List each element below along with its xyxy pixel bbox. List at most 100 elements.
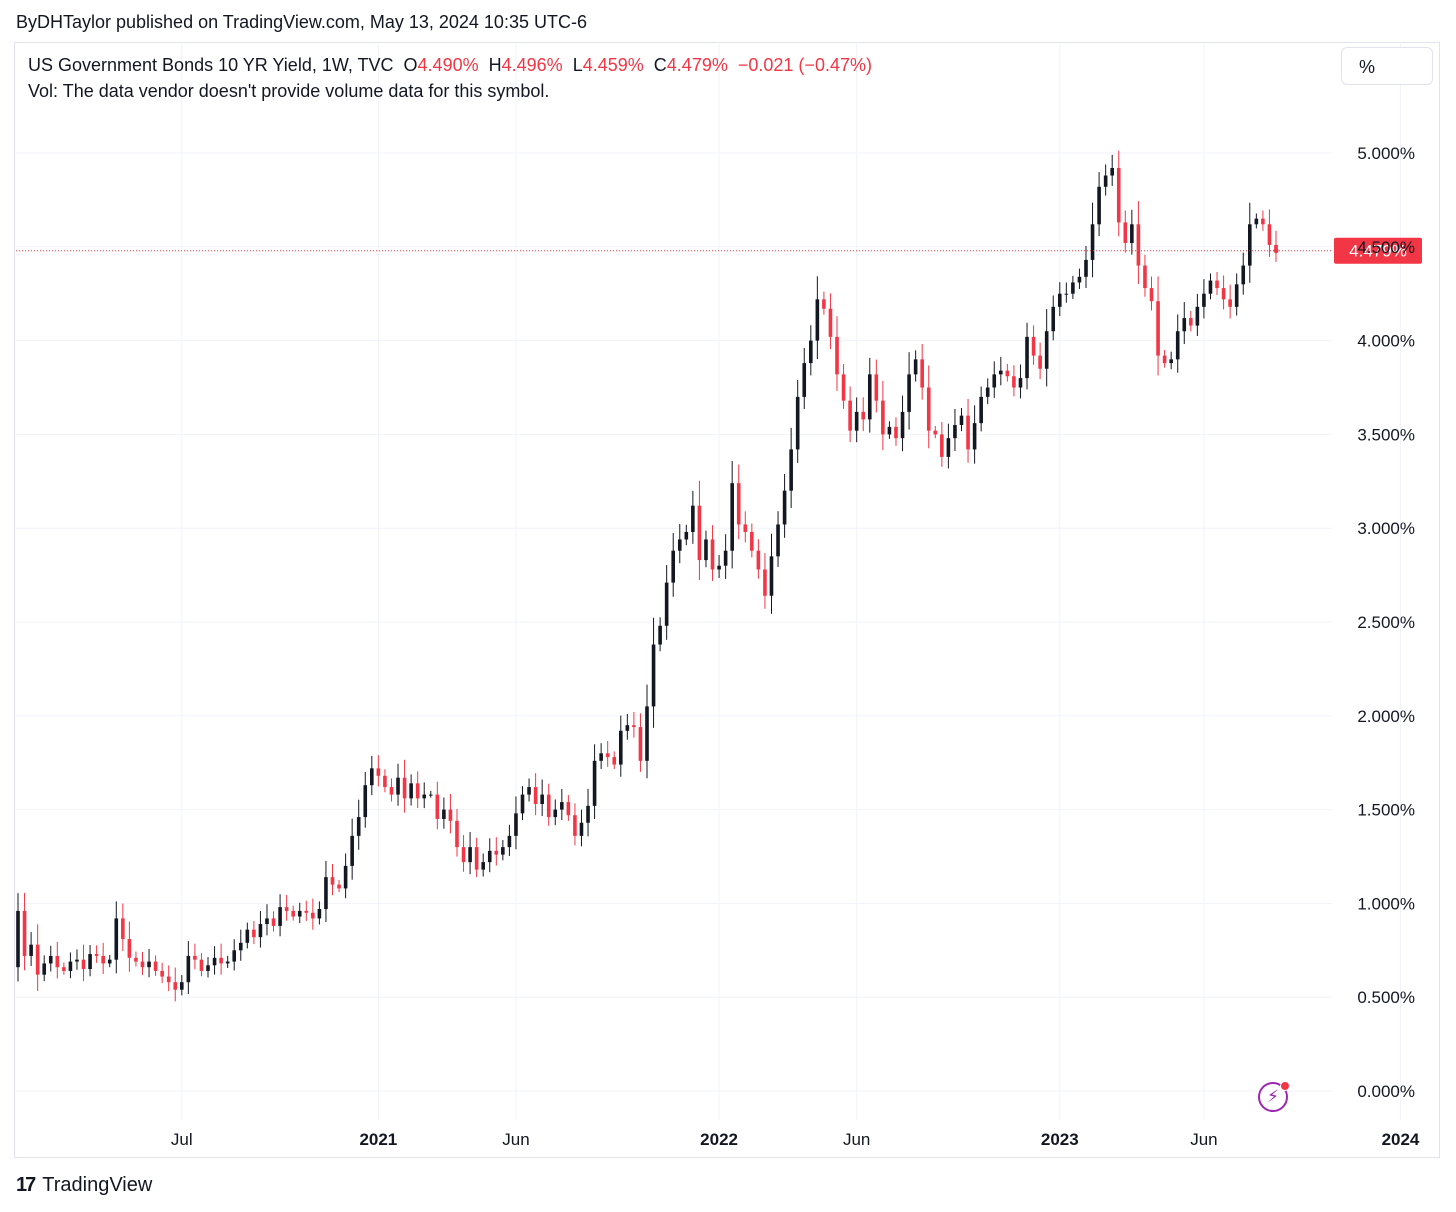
legend-open: 4.490% [417,55,479,75]
grid-lines [16,44,1401,1120]
candle-body [900,411,905,439]
x-tick-label: 2024 [1382,1130,1420,1149]
candle-body [1064,293,1069,295]
candle [160,962,164,984]
candle-body [1071,282,1075,294]
candle-body [219,957,223,964]
candle-body [245,929,250,943]
lightning-icon[interactable]: ⚡ [1258,1082,1288,1112]
candle [252,921,256,945]
candle [186,941,191,995]
candle-body [1195,306,1200,326]
candle [1215,271,1219,295]
candle [271,911,276,932]
candle [265,904,269,936]
candle [402,759,407,813]
candle [35,924,40,991]
candle-body [573,815,577,836]
legend-low: 4.459% [582,55,644,75]
candle-body [1254,218,1259,225]
brand[interactable]: 17 TradingView [16,1174,152,1197]
candle-body [468,847,472,863]
legend-close-label: C [653,55,667,75]
candle [455,809,459,857]
candle-body [324,877,328,910]
candle [1044,309,1049,387]
candle-body [1051,306,1056,332]
candle-body [212,957,217,966]
candle [330,864,335,896]
candle [999,356,1003,386]
candle [304,900,309,921]
candle-body [389,787,394,795]
candle [121,903,125,951]
candle-body [186,955,191,983]
candle [1221,275,1226,310]
candle [894,417,898,446]
candle [1090,202,1095,278]
percent-scale-button[interactable]: % [1341,47,1433,85]
last-price-dot [1273,248,1279,254]
candle [1234,273,1239,316]
candle-body [455,820,459,848]
candle [776,511,780,567]
candle [756,539,761,579]
candle-body [658,625,662,645]
candle-body [1215,280,1219,289]
candle-body [114,918,119,960]
candle-body [894,426,898,439]
candle [835,316,839,391]
candle-body [677,539,682,551]
candle-body [985,387,990,397]
candle [1136,201,1141,285]
candle [599,743,603,769]
candle-body [612,757,617,765]
candle-body [442,809,446,819]
candle-body [1175,331,1180,360]
candle [763,553,767,609]
candle [730,461,734,569]
candle [284,894,289,921]
candle [533,773,538,816]
candle [127,921,132,972]
candle-body [1123,222,1128,244]
chart-pane[interactable] [14,42,1440,1158]
candle-body [1143,265,1147,289]
candle [867,357,872,433]
time-axis: Jul2021Jun2022Jun2023Jun2024Jun [171,1130,1420,1149]
candle [638,713,643,772]
candle-body [291,910,295,917]
candle [1202,279,1206,319]
candle [1038,342,1042,380]
candle [324,860,328,923]
price-axis: 5.000% 4.500% 4.000% 3.500% 3.000% 2.500% 2.00… [1357,144,1415,1101]
candle [29,932,33,966]
candle-body [1044,331,1049,369]
candle [212,946,217,975]
candle-body [638,727,643,761]
y-tick-label: 4.000% [1357,332,1415,351]
candle [396,763,400,806]
notification-dot-icon [1280,1081,1290,1091]
candle-body [88,954,92,970]
candle-body [501,847,505,855]
candle [435,781,440,830]
candle [815,276,820,360]
candle [992,361,997,398]
candle [1130,209,1134,255]
candle-body [252,929,256,938]
candle-body [330,877,335,885]
candle [1025,322,1029,390]
candle [468,832,472,875]
candle [474,837,479,878]
candle-body [1097,186,1101,225]
candle [540,779,544,817]
candle-body [756,550,761,570]
candle-body [723,550,728,566]
candle-body [1234,284,1239,307]
y-tick-label: 4.500% [1357,238,1415,257]
candle-body [134,957,138,962]
candle-body [16,910,20,968]
y-tick-label: 2.500% [1357,613,1415,632]
